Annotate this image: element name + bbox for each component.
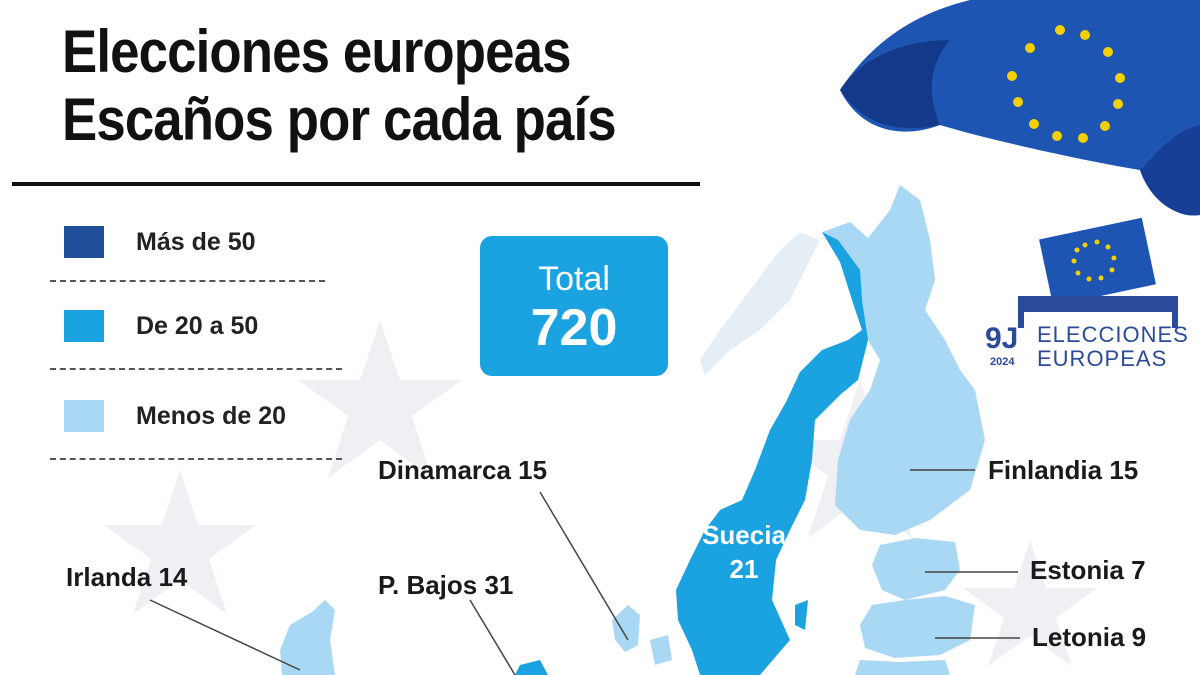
country-lithuania [855,660,950,675]
country-latvia [860,596,975,658]
country-norway [700,232,820,375]
legend-divider [50,368,342,370]
logo-year: 2024 [990,356,1015,368]
country-ireland [280,600,335,675]
legend-swatch-dark [64,226,104,258]
total-label: Total [538,260,610,298]
legend-label: Menos de 20 [136,402,287,430]
label-finlandia: Finlandia 15 [988,455,1139,485]
country-denmark [612,605,640,652]
label-dinamarca: Dinamarca 15 [378,455,548,485]
ballot-box-logo [1018,217,1178,328]
country-sweden [676,232,868,675]
label-letonia: Letonia 9 [1032,622,1147,652]
title-line-1: Elecciones europeas [62,18,571,85]
label-paises-bajos: P. Bajos 31 [378,570,514,600]
label-suecia-seats: 21 [729,554,759,584]
label-estonia: Estonia 7 [1030,555,1146,585]
logo-line-2: EUROPEAS [1037,346,1168,371]
eu-flag [840,0,1200,216]
logo-9j: 9J [985,322,1019,355]
legend-swatch-mid [64,310,104,342]
country-denmark-zealand [650,635,672,665]
legend-divider [50,280,325,282]
label-irlanda: Irlanda 14 [66,562,188,592]
label-suecia: Suecia 21 [694,518,794,586]
page-title: Elecciones europeas Escaños por cada paí… [62,18,617,154]
title-line-2: Escaños por cada país [62,86,617,153]
logo-line-1: ELECCIONES [1037,322,1189,347]
legend-label: Más de 50 [136,228,256,256]
leader-lines [149,469,1020,675]
legend-swatch-light [64,400,104,432]
island-gotland [795,600,808,630]
country-netherlands [515,660,548,675]
country-finland [822,185,985,535]
legend-divider [50,458,342,460]
total-value: 720 [530,299,618,357]
label-suecia-name: Suecia [702,520,786,550]
legend-label: De 20 a 50 [136,312,259,340]
title-underline [12,182,700,186]
total-seats-box: Total 720 [480,236,668,376]
country-estonia [872,538,960,600]
